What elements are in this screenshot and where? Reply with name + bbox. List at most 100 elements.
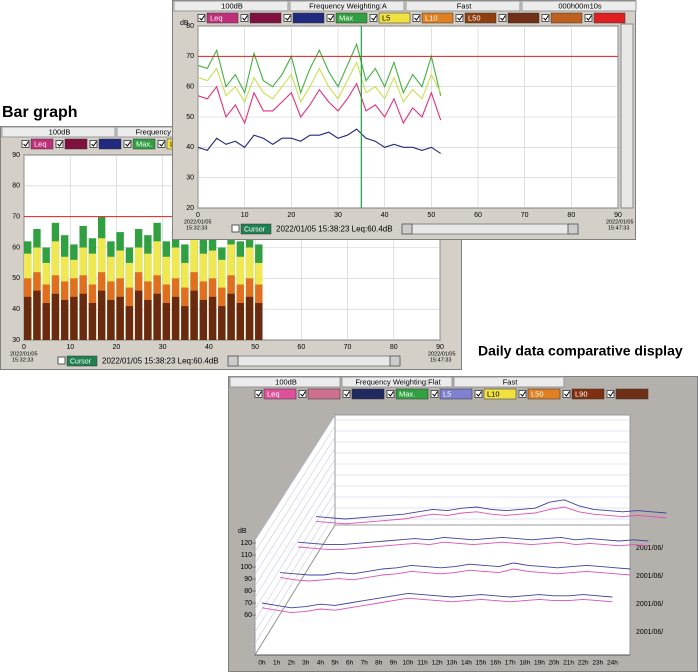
scroll-button[interactable] [389, 355, 401, 367]
check-mark [199, 15, 205, 21]
checkbox[interactable] [254, 390, 263, 398]
y-tick-label: 70 [186, 53, 194, 60]
checkbox[interactable] [283, 14, 292, 22]
toolbar-cell [289, 0, 405, 12]
start-date: 2022/01/05 [184, 219, 212, 225]
series-line [279, 568, 631, 582]
cursor-button-label: Cursor [244, 226, 266, 233]
scrollbar[interactable] [401, 223, 579, 235]
bar [51, 293, 60, 340]
checkbox[interactable] [55, 140, 64, 148]
legend-label: L50 [531, 389, 544, 398]
checkbox[interactable] [412, 14, 421, 22]
y-tick-label: 70 [244, 600, 252, 607]
checkbox[interactable] [89, 140, 98, 148]
cursor-button[interactable] [240, 223, 272, 235]
x-tick-label: 15h [476, 660, 487, 667]
checkbox[interactable] [386, 390, 395, 398]
checkbox[interactable] [123, 140, 132, 148]
x-tick-label: 7h [361, 660, 369, 667]
legend-swatch [335, 12, 368, 24]
wall-grid [254, 458, 336, 587]
back-plane [334, 414, 631, 526]
series-line [197, 128, 441, 154]
bar [42, 303, 50, 340]
check-mark [242, 15, 248, 21]
bar [227, 293, 235, 340]
scroll-button[interactable] [567, 223, 579, 235]
scrollbar-vertical[interactable] [620, 23, 634, 209]
check-mark [91, 141, 97, 147]
bar [107, 299, 115, 340]
toolbar-text: Frequency Weighting:A [309, 1, 387, 10]
series-line [261, 592, 613, 609]
checkbox[interactable] [231, 224, 240, 233]
series-line [197, 60, 442, 104]
checkbox[interactable] [369, 14, 378, 22]
bar [218, 306, 226, 340]
toolbar-text: 100dB [275, 377, 297, 386]
x-tick-label: 5h [331, 660, 339, 667]
y-tick-label: 100 [240, 564, 252, 571]
x-tick-label: 20h [549, 660, 560, 667]
toolbar-cell [405, 0, 521, 12]
day-label: 2001/06/ [636, 545, 663, 552]
bar [60, 299, 69, 340]
day-label: 2001/06/ [636, 629, 663, 636]
x-tick-label: 21h [563, 660, 574, 667]
checkbox[interactable] [541, 14, 550, 22]
legend-swatch [421, 12, 454, 24]
toolbar-text: Frequency Weighting:Flat [355, 377, 441, 386]
check-mark [159, 141, 165, 147]
bar [181, 306, 189, 340]
check-mark [23, 141, 29, 147]
x-tick-label: 23h [592, 660, 603, 667]
check-mark [344, 391, 350, 397]
checkbox[interactable] [562, 390, 571, 398]
checkbox[interactable] [240, 14, 249, 22]
legend-swatch [593, 12, 626, 24]
series-line [279, 562, 631, 576]
y-tick-label: 50 [186, 114, 194, 121]
bar [190, 290, 198, 340]
checkbox[interactable] [21, 140, 30, 148]
checkbox[interactable] [298, 390, 307, 398]
checkbox[interactable] [430, 390, 439, 398]
legend-swatch [98, 138, 122, 150]
checkbox[interactable] [197, 14, 206, 22]
scroll-button[interactable] [227, 355, 239, 367]
y-tick-label: 90 [12, 152, 20, 159]
checkbox[interactable] [326, 14, 335, 22]
x-tick-label: 22h [578, 660, 589, 667]
checkbox[interactable] [57, 356, 66, 365]
scroll-button[interactable] [401, 223, 413, 235]
legend-label: L5 [443, 389, 451, 398]
checkbox[interactable] [498, 14, 507, 22]
checkbox[interactable] [474, 390, 483, 398]
legend-swatch [483, 388, 517, 400]
bar [236, 303, 245, 340]
scrollbar[interactable] [227, 355, 401, 367]
checkbox[interactable] [157, 140, 166, 148]
checkbox[interactable] [584, 14, 593, 22]
bar [70, 296, 78, 340]
x-tick-label: 11h [417, 660, 428, 667]
checkbox[interactable] [342, 390, 351, 398]
day-label: 2001/06/ [636, 573, 663, 580]
x-tick-label: 6h [346, 660, 354, 667]
checkbox[interactable] [606, 390, 615, 398]
end-date: 2022/01/05 [606, 219, 634, 225]
legend-swatch [571, 388, 605, 400]
checkbox[interactable] [518, 390, 527, 398]
bar [162, 303, 171, 340]
wall-grid [254, 414, 336, 541]
checkbox[interactable] [455, 14, 464, 22]
legend-swatch [507, 12, 540, 24]
caption: Bar graph [2, 104, 78, 121]
x-tick-label: 50 [427, 212, 435, 219]
check-mark [125, 141, 131, 147]
legend-swatch [249, 12, 282, 24]
y-tick-label: 60 [244, 612, 252, 619]
legend-label: Max. [399, 389, 415, 398]
cursor-button[interactable] [66, 355, 98, 367]
